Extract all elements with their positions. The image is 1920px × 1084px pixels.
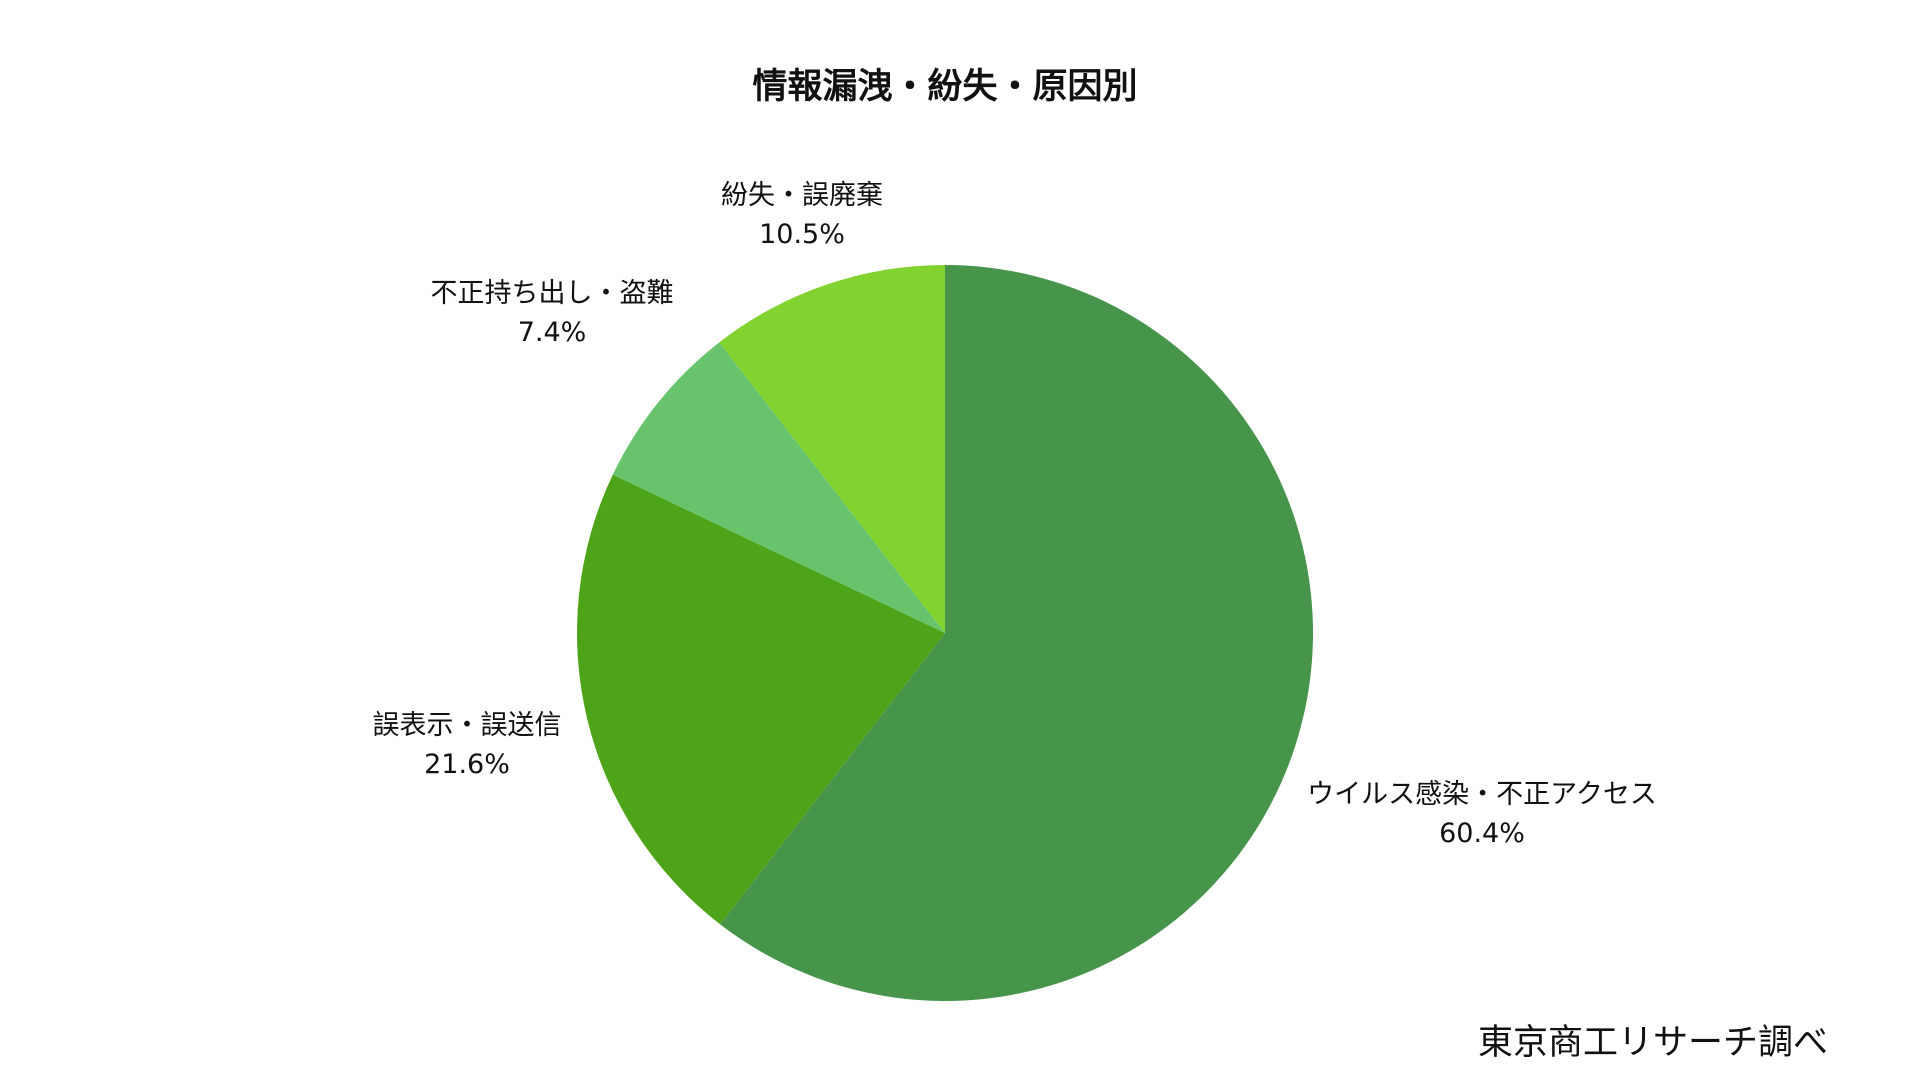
slice-value-label: 10.5%: [759, 219, 845, 250]
slice-label: 不正持ち出し・盗難: [431, 278, 674, 309]
slice-value-label: 7.4%: [518, 317, 587, 348]
pie-slices: [577, 265, 1313, 1001]
slice-label: ウイルス感染・不正アクセス: [1307, 779, 1657, 810]
pie-slice: [720, 265, 1313, 1001]
chart-title: 情報漏洩・紛失・原因別: [752, 67, 1137, 107]
slice-label: 誤表示・誤送信: [373, 710, 562, 741]
slice-value-label: 21.6%: [424, 749, 510, 780]
pie-slice: [612, 342, 945, 633]
pie-slice: [577, 474, 945, 925]
pie-labels: ウイルス感染・不正アクセス 60.4% 誤表示・誤送信 21.6% 不正持ち出し・盗難 7…: [373, 180, 1657, 849]
pie-slice: [719, 265, 945, 633]
slice-value-label: 60.4%: [1439, 818, 1525, 849]
slice-label: 紛失・誤廃棄: [721, 180, 883, 211]
source-note: 東京商工リサーチ調べ: [1477, 1023, 1828, 1063]
